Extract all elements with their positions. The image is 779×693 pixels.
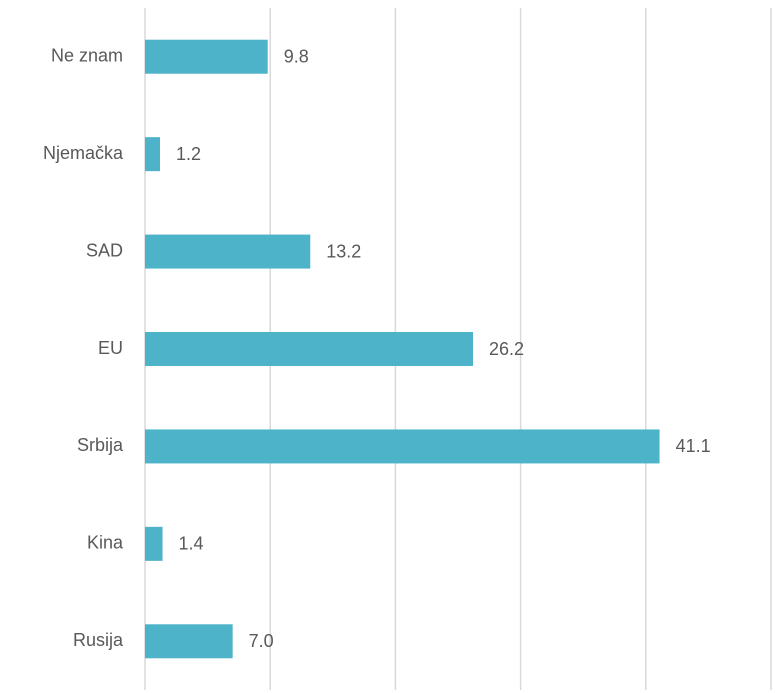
- data-label: 1.2: [176, 144, 201, 164]
- bar: [145, 526, 163, 561]
- data-label: 9.8: [284, 46, 309, 66]
- y-tick-label: Rusija: [73, 630, 124, 650]
- y-tick-label: Ne znam: [51, 45, 123, 65]
- data-label: 26.2: [489, 339, 524, 359]
- y-tick-label: SAD: [86, 240, 123, 260]
- bar: [145, 39, 268, 74]
- data-label: 1.4: [179, 534, 204, 554]
- data-label: 13.2: [326, 241, 361, 261]
- data-label: 41.1: [676, 436, 711, 456]
- data-label: 7.0: [249, 631, 274, 651]
- y-tick-label: EU: [98, 338, 123, 358]
- y-tick-label: Kina: [87, 533, 124, 553]
- y-tick-label: Njemačka: [43, 143, 124, 163]
- bar: [145, 137, 161, 172]
- bar: [145, 624, 233, 659]
- bar: [145, 429, 660, 464]
- bar: [145, 234, 311, 269]
- y-tick-label: Srbija: [77, 435, 124, 455]
- bar: [145, 332, 474, 366]
